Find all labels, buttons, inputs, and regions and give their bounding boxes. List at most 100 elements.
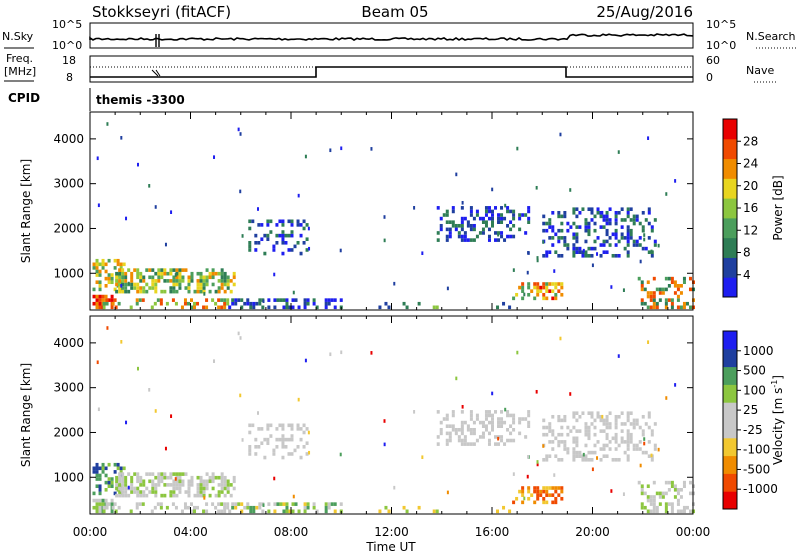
velocity-cell bbox=[119, 491, 123, 496]
power-cell bbox=[107, 280, 111, 285]
power-cell bbox=[646, 291, 650, 295]
power-cell bbox=[667, 298, 671, 302]
velocity-cell bbox=[509, 424, 513, 428]
power-cell bbox=[339, 248, 342, 253]
power-cell bbox=[664, 301, 668, 306]
velocity-cell bbox=[581, 411, 585, 415]
power-cell bbox=[587, 246, 591, 251]
velocity-cell bbox=[614, 457, 618, 462]
power-cell bbox=[593, 221, 597, 226]
power-cell bbox=[551, 225, 555, 229]
velocity-cell bbox=[330, 502, 334, 506]
power-cell bbox=[229, 279, 233, 283]
velocity-cell bbox=[135, 505, 139, 510]
power-colorbar-swatch bbox=[723, 277, 737, 298]
velocity-cell bbox=[614, 422, 618, 426]
velocity-cell bbox=[257, 444, 261, 449]
velocity-cell bbox=[240, 502, 244, 506]
velocity-cell bbox=[515, 496, 519, 501]
power-cell bbox=[139, 286, 143, 290]
power-cell bbox=[138, 298, 142, 302]
power-cell bbox=[154, 282, 158, 287]
velocity-cell bbox=[605, 425, 609, 430]
velocity-cell bbox=[551, 447, 555, 451]
velocity-cell bbox=[119, 470, 123, 474]
power-cell bbox=[644, 246, 648, 251]
velocity-cell bbox=[142, 483, 146, 487]
power-cell bbox=[448, 234, 452, 239]
power-cell bbox=[324, 298, 328, 302]
power-cell bbox=[688, 276, 692, 281]
velocity-cell bbox=[275, 427, 279, 431]
velocity-cell bbox=[157, 472, 161, 476]
power-cell bbox=[211, 275, 215, 280]
velocity-cell bbox=[187, 490, 191, 494]
power-cell bbox=[98, 269, 102, 274]
power-cell bbox=[208, 271, 212, 276]
power-cell bbox=[639, 259, 642, 264]
velocity-cell bbox=[442, 417, 446, 421]
velocity-cell bbox=[248, 444, 252, 449]
velocity-cell bbox=[484, 427, 488, 432]
velocity-cell bbox=[95, 505, 99, 510]
velocity-cell bbox=[95, 462, 99, 467]
power-cell bbox=[151, 279, 155, 283]
power-cell bbox=[217, 279, 221, 283]
velocity-cell bbox=[234, 502, 238, 506]
power-cell bbox=[196, 289, 200, 294]
power-cell bbox=[92, 287, 96, 292]
power-cell bbox=[141, 298, 145, 302]
velocity-cell bbox=[136, 493, 140, 498]
power-cell bbox=[587, 232, 591, 237]
power-cell bbox=[516, 146, 519, 151]
power-cell bbox=[220, 268, 224, 272]
velocity-cell bbox=[174, 505, 178, 510]
power-cell bbox=[566, 228, 570, 233]
power-cell bbox=[205, 268, 209, 272]
velocity-cell bbox=[658, 491, 662, 496]
velocity-cell bbox=[469, 442, 473, 446]
power-cell bbox=[463, 238, 467, 242]
power-cell bbox=[164, 242, 167, 247]
cpid-label: CPID bbox=[8, 91, 40, 105]
power-cell bbox=[223, 279, 227, 283]
velocity-cell bbox=[578, 429, 582, 433]
velocity-cell bbox=[436, 442, 440, 446]
velocity-cell bbox=[620, 440, 624, 444]
power-cell bbox=[560, 285, 564, 290]
velocity-cell bbox=[312, 505, 316, 510]
power-cell bbox=[118, 289, 122, 294]
power-cell bbox=[608, 207, 612, 211]
velocity-cell bbox=[653, 443, 657, 448]
power-cell bbox=[205, 305, 209, 310]
power-cell bbox=[232, 282, 236, 287]
power-cell bbox=[466, 238, 470, 242]
power-cell bbox=[226, 279, 230, 283]
velocity-cell bbox=[92, 470, 96, 474]
velocity-cell bbox=[487, 420, 491, 425]
power-cell bbox=[670, 298, 674, 302]
velocity-cell bbox=[121, 486, 125, 491]
velocity-cell bbox=[469, 431, 473, 436]
velocity-cell bbox=[196, 505, 200, 510]
power-cell bbox=[303, 305, 307, 310]
power-cell bbox=[118, 286, 122, 290]
velocity-cell bbox=[181, 479, 185, 484]
power-cell bbox=[124, 275, 128, 280]
velocity-cell bbox=[199, 483, 203, 487]
power-cell bbox=[121, 275, 125, 280]
power-cell bbox=[166, 271, 170, 276]
power-cell bbox=[159, 298, 163, 302]
power-cell bbox=[640, 284, 644, 288]
velocity-cell bbox=[560, 432, 564, 437]
velocity-cell bbox=[257, 427, 261, 431]
velocity-cell bbox=[290, 423, 294, 428]
power-cell bbox=[560, 214, 564, 219]
velocity-colorbar-tick-label: -100 bbox=[743, 443, 770, 457]
velocity-cell bbox=[670, 484, 674, 489]
velocity-cell bbox=[202, 479, 206, 484]
power-cell bbox=[226, 286, 230, 290]
velocity-cell bbox=[169, 472, 173, 476]
freq-scan-marks bbox=[151, 69, 161, 77]
power-cell bbox=[584, 221, 588, 226]
